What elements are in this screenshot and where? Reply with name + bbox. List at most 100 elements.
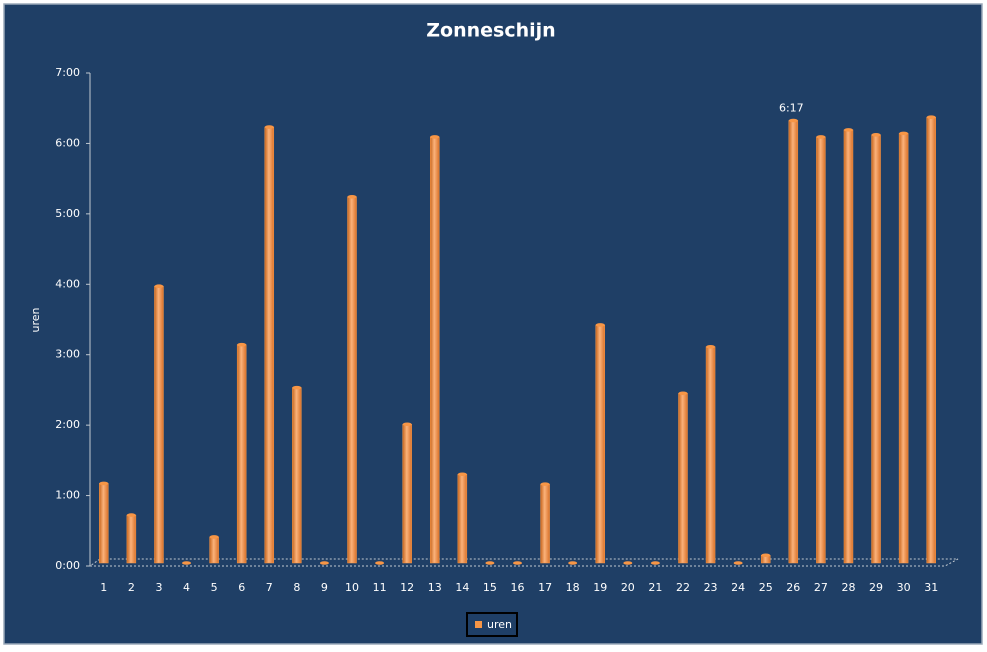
bar-top [595, 323, 605, 327]
bar-top [126, 513, 136, 517]
x-tick-label: 30 [897, 581, 911, 594]
x-tick-label: 19 [593, 581, 607, 594]
legend-box [466, 612, 518, 637]
bar [402, 424, 412, 564]
x-tick-label: 8 [293, 581, 300, 594]
bar [705, 346, 716, 564]
x-tick-label: 31 [924, 581, 938, 594]
chart-background [3, 3, 983, 645]
y-tick-label: 7:00 [55, 66, 80, 79]
legend-swatch [475, 621, 482, 628]
bar [347, 196, 357, 564]
bar-top [623, 561, 633, 565]
bar-top [540, 482, 550, 486]
bar [816, 136, 826, 564]
bar-top [375, 561, 385, 565]
bar [264, 126, 275, 564]
floor [89, 558, 959, 567]
bar [788, 120, 799, 564]
bar [457, 474, 468, 564]
x-tick-label: 10 [345, 581, 359, 594]
y-tick-label: 6:00 [55, 136, 80, 149]
x-tick-label: 29 [869, 581, 883, 594]
bar-top [926, 115, 936, 119]
bar [99, 483, 109, 564]
bar [871, 134, 881, 564]
bar [292, 387, 302, 564]
bar-top [733, 561, 743, 565]
bar-top [347, 194, 357, 199]
y-tick-label: 2:00 [55, 418, 80, 431]
bar [595, 324, 605, 564]
bar [898, 133, 909, 564]
y-tick-label: 5:00 [55, 207, 80, 220]
x-tick-label: 25 [759, 581, 773, 594]
bar [236, 344, 247, 564]
bar-top [237, 342, 247, 347]
y-tick-label: 4:00 [55, 277, 80, 290]
data-label: 6:17 [779, 101, 804, 114]
bar [678, 393, 688, 564]
bar-top [292, 385, 302, 390]
x-tick-label: 3 [155, 581, 162, 594]
chart-title: Zonneschijn [426, 20, 555, 42]
bar-top [485, 561, 495, 565]
bar-top [568, 561, 578, 565]
x-tick-label: 17 [538, 581, 552, 594]
bar-top [871, 132, 881, 137]
x-tick-label: 28 [841, 581, 855, 594]
x-tick-label: 11 [373, 581, 387, 594]
x-tick-label: 21 [648, 581, 662, 594]
bar [154, 285, 164, 564]
x-tick-label: 23 [704, 581, 718, 594]
bar [926, 116, 936, 564]
y-axis-title: uren [29, 307, 42, 332]
bar-top [788, 118, 798, 123]
bar-top [706, 344, 716, 349]
x-tick-label: 1 [100, 581, 107, 594]
bar [540, 483, 550, 564]
bar [430, 136, 440, 564]
x-tick-label: 13 [428, 581, 442, 594]
bar [209, 536, 219, 564]
x-tick-label: 15 [483, 581, 497, 594]
x-tick-label: 4 [183, 581, 190, 594]
bar-top [843, 128, 853, 132]
x-tick-label: 26 [786, 581, 800, 594]
x-tick-label: 20 [621, 581, 635, 594]
bar-top [182, 561, 192, 565]
bar-top [816, 135, 826, 139]
y-tick-label: 0:00 [55, 559, 80, 572]
bar-top [99, 481, 109, 486]
x-tick-label: 18 [566, 581, 580, 594]
x-tick-label: 16 [511, 581, 525, 594]
bar-top [457, 472, 467, 477]
bar-top [154, 284, 164, 289]
bar-top [650, 561, 660, 565]
x-tick-label: 7 [266, 581, 273, 594]
bar-top [209, 535, 219, 539]
x-tick-label: 6 [238, 581, 245, 594]
bar-top [899, 131, 909, 136]
x-tick-label: 2 [128, 581, 135, 594]
bar-top [264, 125, 274, 129]
bar-top [319, 561, 329, 565]
x-tick-label: 27 [814, 581, 828, 594]
x-tick-label: 22 [676, 581, 690, 594]
legend-label: uren [487, 618, 512, 631]
y-tick-label: 3:00 [55, 348, 80, 361]
bar [843, 129, 854, 564]
x-tick-label: 12 [400, 581, 414, 594]
bar [126, 514, 137, 564]
bar-top [761, 553, 771, 558]
bar-top [430, 135, 440, 139]
x-tick-label: 5 [211, 581, 218, 594]
x-tick-label: 24 [731, 581, 745, 594]
y-tick-label: 1:00 [55, 489, 80, 502]
bar-top [678, 391, 688, 396]
x-tick-label: 9 [321, 581, 328, 594]
bar-top [402, 422, 412, 427]
bar-top [513, 561, 522, 565]
